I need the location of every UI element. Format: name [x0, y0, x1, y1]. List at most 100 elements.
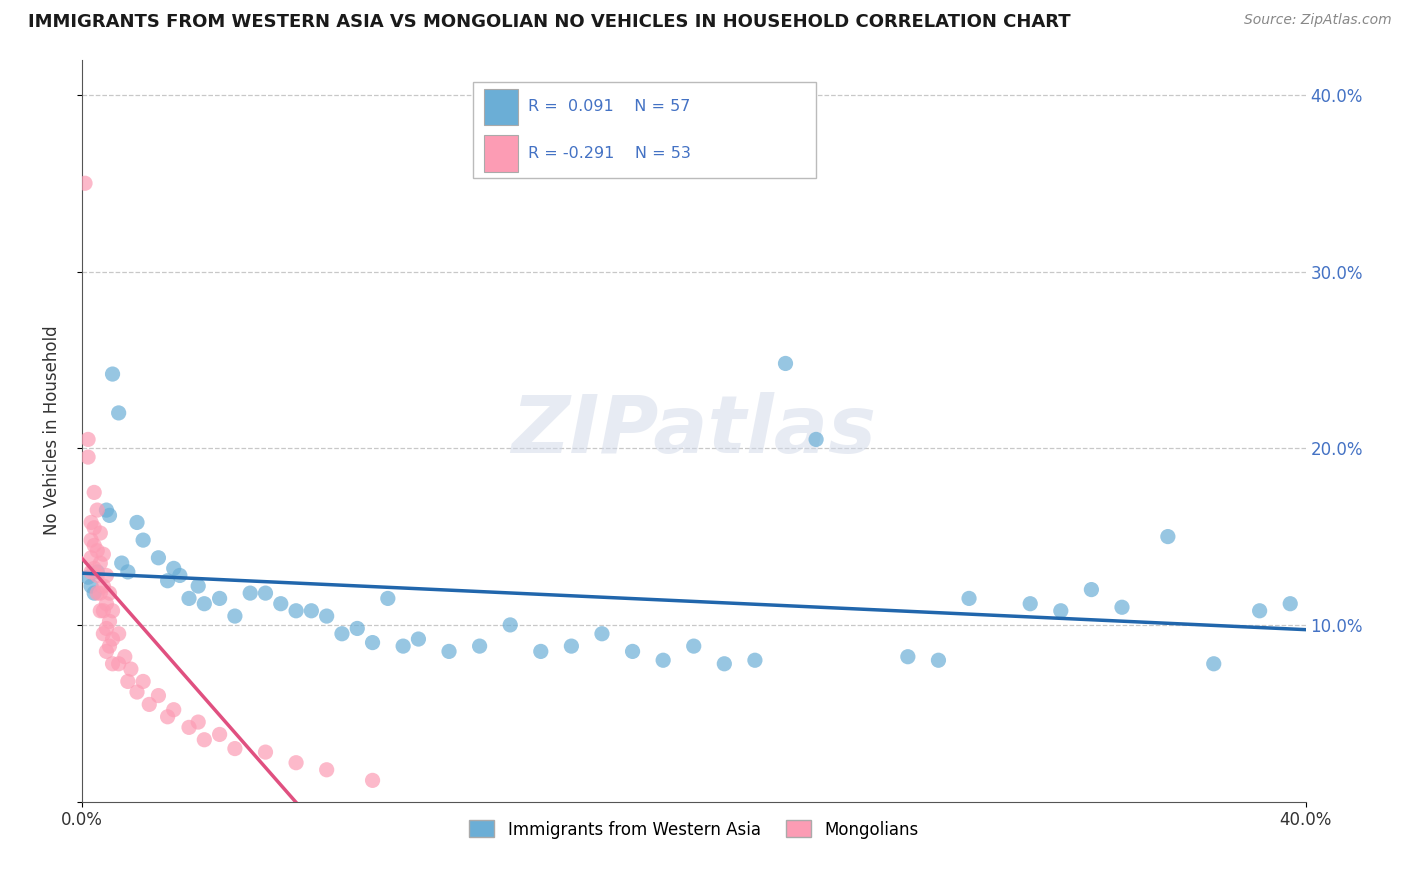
Point: [89, 604, 111, 618]
Point: [208, 591, 231, 606]
Point: [377, 591, 399, 606]
Point: [1111, 600, 1133, 615]
Point: [117, 565, 139, 579]
Point: [208, 727, 231, 741]
Point: [1157, 530, 1180, 544]
Point: [93, 547, 115, 561]
Point: [77, 450, 100, 464]
Point: [1049, 604, 1071, 618]
Point: [591, 626, 613, 640]
Point: [187, 715, 209, 730]
Point: [132, 533, 155, 548]
Point: [193, 732, 215, 747]
Point: [530, 644, 553, 658]
Point: [107, 657, 129, 671]
Point: [804, 433, 827, 447]
Point: [652, 653, 675, 667]
Point: [89, 556, 111, 570]
Point: [83, 521, 105, 535]
Point: [148, 550, 170, 565]
Point: [93, 626, 115, 640]
Point: [163, 561, 186, 575]
Point: [177, 591, 200, 606]
Point: [89, 586, 111, 600]
Point: [96, 503, 118, 517]
Point: [83, 485, 105, 500]
Point: [125, 516, 148, 530]
Point: [621, 644, 644, 658]
Point: [96, 644, 118, 658]
Point: [682, 639, 704, 653]
Point: [86, 565, 108, 579]
Point: [1019, 597, 1042, 611]
Point: [96, 622, 118, 636]
Point: [177, 720, 200, 734]
Point: [125, 685, 148, 699]
Point: [437, 644, 460, 658]
Point: [224, 741, 246, 756]
Point: [897, 649, 920, 664]
Point: [285, 604, 308, 618]
Point: [744, 653, 766, 667]
Point: [114, 649, 136, 664]
Point: [346, 622, 368, 636]
Point: [148, 689, 170, 703]
Point: [86, 568, 108, 582]
Point: [80, 550, 103, 565]
Point: [775, 356, 797, 370]
Point: [560, 639, 582, 653]
Point: [163, 703, 186, 717]
Point: [169, 568, 191, 582]
Point: [193, 597, 215, 611]
Point: [1202, 657, 1225, 671]
Point: [80, 565, 103, 579]
Point: [156, 710, 179, 724]
Point: [254, 586, 277, 600]
Point: [117, 674, 139, 689]
Point: [254, 745, 277, 759]
Point: [80, 533, 103, 548]
Point: [1080, 582, 1102, 597]
Point: [927, 653, 949, 667]
Text: IMMIGRANTS FROM WESTERN ASIA VS MONGOLIAN NO VEHICLES IN HOUSEHOLD CORRELATION C: IMMIGRANTS FROM WESTERN ASIA VS MONGOLIA…: [28, 13, 1071, 31]
Point: [98, 508, 121, 523]
Point: [77, 433, 100, 447]
Point: [80, 516, 103, 530]
Point: [83, 538, 105, 552]
Text: Source: ZipAtlas.com: Source: ZipAtlas.com: [1244, 13, 1392, 28]
Point: [138, 698, 160, 712]
Point: [239, 586, 262, 600]
Point: [83, 561, 105, 575]
Point: [96, 597, 118, 611]
Point: [299, 604, 322, 618]
Point: [499, 618, 522, 632]
Point: [86, 586, 108, 600]
Point: [330, 626, 353, 640]
Point: [86, 543, 108, 558]
Point: [285, 756, 308, 770]
Text: ZIPatlas: ZIPatlas: [512, 392, 876, 469]
Point: [468, 639, 491, 653]
Point: [101, 604, 124, 618]
Point: [713, 657, 735, 671]
Point: [1279, 597, 1302, 611]
Point: [132, 674, 155, 689]
Point: [107, 626, 129, 640]
Point: [187, 579, 209, 593]
Point: [361, 773, 384, 788]
Point: [361, 635, 384, 649]
Point: [73, 176, 96, 190]
Point: [93, 604, 115, 618]
Y-axis label: No Vehicles in Household: No Vehicles in Household: [44, 326, 60, 535]
Point: [315, 609, 337, 624]
Point: [96, 568, 118, 582]
Point: [98, 615, 121, 629]
Point: [224, 609, 246, 624]
Point: [98, 639, 121, 653]
Point: [86, 503, 108, 517]
Point: [408, 632, 430, 646]
Point: [120, 662, 142, 676]
Point: [1249, 604, 1271, 618]
Point: [957, 591, 980, 606]
Point: [77, 570, 100, 584]
